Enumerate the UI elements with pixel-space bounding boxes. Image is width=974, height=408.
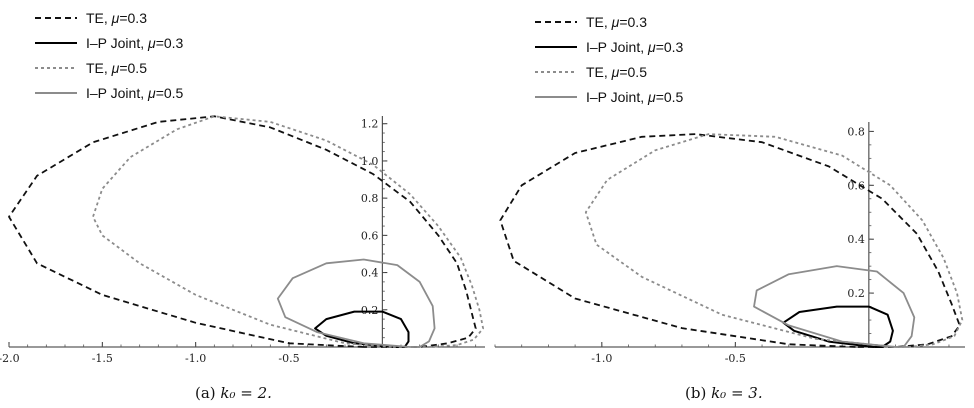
x-tick-label: -2.0: [0, 352, 20, 365]
y-tick-label: 0.4: [361, 267, 379, 280]
legend: TE, μ=0.3 I–P Joint, μ=0.3 TE, μ=0.5 I–P Jo…: [535, 14, 684, 105]
y-tick-label: 0.6: [847, 179, 865, 192]
series-line-3: [92, 115, 484, 348]
series-line-2: [782, 305, 894, 348]
legend-entry: TE, μ=0.5: [86, 60, 147, 76]
y-tick-label: 0.8: [847, 125, 865, 138]
x-tick-label: -1.0: [591, 352, 612, 365]
legend: TE, μ=0.3 I–P Joint, μ=0.3 TE, μ=0.5 I–P Jo…: [35, 10, 184, 101]
series-line-4: [753, 265, 916, 348]
y-tick-label: 0.2: [361, 304, 379, 317]
legend-entry: I–P Joint, μ=0.3: [86, 35, 184, 51]
caption: (a) k₀ = 2.: [195, 384, 272, 402]
x-tick-label: -1.0: [185, 352, 206, 365]
y-tick-label: 1.2: [361, 118, 379, 131]
y-tick-label: 0.8: [361, 192, 379, 205]
chart-panel-a: -2.0 -1.5 -1.0 -0.5 0.2 0.4 0.6 0.8 1.0 1.2 TE, μ=…: [0, 10, 485, 402]
series-line-2: [314, 310, 410, 348]
y-tick-label: 0.4: [847, 233, 865, 246]
y-tick-label: 0.6: [361, 229, 379, 242]
caption: (b) k₀ = 3.: [685, 384, 763, 402]
series-line-3: [584, 133, 964, 348]
y-tick-label: 0.2: [847, 287, 865, 300]
series-line-1: [8, 115, 477, 348]
series-line-1: [499, 133, 961, 348]
legend-entry: I–P Joint, μ=0.3: [586, 39, 684, 55]
legend-entry: TE, μ=0.3: [86, 10, 147, 26]
chart-panel-b: -1.0 -0.5 0.2 0.4 0.6 0.8 TE, μ=0.3 I–P Joint, …: [494, 14, 965, 402]
legend-entry: TE, μ=0.5: [586, 64, 647, 80]
legend-entry: I–P Joint, μ=0.5: [86, 85, 184, 101]
x-tick-label: -0.5: [278, 352, 299, 365]
series-line-4: [276, 258, 436, 348]
legend-entry: TE, μ=0.3: [586, 14, 647, 30]
x-tick-label: -1.5: [92, 352, 113, 365]
y-tick-label: 1.0: [361, 155, 379, 168]
x-tick-label: -0.5: [725, 352, 746, 365]
legend-entry: I–P Joint, μ=0.5: [586, 89, 684, 105]
